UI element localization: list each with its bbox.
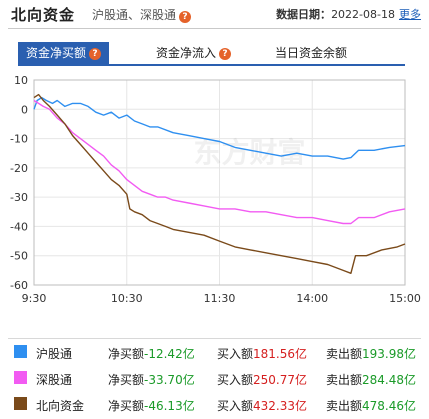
sell-value: 478.46亿 <box>362 399 417 413</box>
tab-net-inflow[interactable]: 资金净流入? <box>156 42 232 64</box>
buy-value: 250.77亿 <box>253 373 308 387</box>
panel-title: 北向资金 <box>11 6 76 24</box>
data-date: 数据日期：2022-08-18 更多 <box>276 6 421 22</box>
x-tick-label: 9:30 <box>22 292 47 305</box>
more-link[interactable]: 更多 <box>399 8 421 21</box>
sell-label: 卖出额 <box>326 347 363 361</box>
net-buy-value: -12.42亿 <box>144 347 195 361</box>
y-tick-label: -10 <box>10 133 28 146</box>
date-value: 2022-08-18 <box>331 8 395 21</box>
y-tick-label: -30 <box>10 191 28 204</box>
sell-value: 284.48亿 <box>362 373 417 387</box>
panel-header: 北向资金 沪股通、深股通? 数据日期：2022-08-18 更多 <box>0 0 429 28</box>
sell-amount: 卖出额193.98亿 <box>326 345 416 362</box>
net-buy-label: 净买额 <box>108 347 145 361</box>
help-icon[interactable]: ? <box>219 48 232 60</box>
y-tick-label: -50 <box>10 250 28 263</box>
y-tick-label: -40 <box>10 220 28 233</box>
net-buy: 净买额-33.70亿 <box>108 371 195 388</box>
tab-net-buy[interactable]: 资金净买额? <box>18 42 110 64</box>
series-line <box>33 96 406 160</box>
net-buy-value: -33.70亿 <box>144 373 195 387</box>
help-icon[interactable]: ? <box>89 48 102 60</box>
legend-name: 深股通 <box>36 373 73 387</box>
buy-amount: 买入额432.33亿 <box>217 397 307 414</box>
help-icon[interactable]: ? <box>179 11 192 23</box>
series-line <box>33 93 406 275</box>
sell-value: 193.98亿 <box>362 347 417 361</box>
sell-label: 卖出额 <box>326 373 363 387</box>
buy-value: 432.33亿 <box>253 399 308 413</box>
net-buy-label: 净买额 <box>108 399 145 413</box>
net-buy-value: -46.13亿 <box>144 399 195 413</box>
line-chart: 10 0 -10 -20 -30 -40 -50 -60 9:30 10:30 11:30 14:00… <box>0 70 429 315</box>
tab-net-inflow-label: 资金净流入 <box>156 46 217 60</box>
x-tick-label: 15:00 <box>389 292 421 305</box>
y-tick-label: -60 <box>10 279 28 292</box>
x-tick-label: 11:30 <box>204 292 236 305</box>
tab-daily-balance[interactable]: 当日资金余额 <box>275 42 347 64</box>
buy-label: 买入额 <box>217 399 254 413</box>
legend-swatch <box>14 371 27 384</box>
net-buy: 净买额-12.42亿 <box>108 345 195 362</box>
date-label: 数据日期： <box>276 8 332 21</box>
sell-amount: 卖出额478.46亿 <box>326 397 416 414</box>
panel-subtitle: 沪股通、深股通? <box>92 6 192 23</box>
net-buy: 净买额-46.13亿 <box>108 397 195 414</box>
watermark: 东方财富 <box>193 136 305 169</box>
legend-row-sz: 深股通 净买额-33.70亿 买入额250.77亿 卖出额284.48亿 <box>8 365 421 391</box>
buy-amount: 买入额181.56亿 <box>217 345 307 362</box>
x-tick-label: 14:00 <box>296 292 328 305</box>
legend-name: 沪股通 <box>36 347 73 361</box>
tab-net-buy-label: 资金净买额 <box>26 46 87 60</box>
y-tick-label: 10 <box>14 74 28 87</box>
y-tick-label: -20 <box>10 162 28 175</box>
net-buy-label: 净买额 <box>108 373 145 387</box>
y-tick-label: 0 <box>21 103 28 116</box>
legend-swatch <box>14 397 27 410</box>
chart-canvas: 10 0 -10 -20 -30 -40 -50 -609:30 10:30 11:30 14:00… <box>10 74 421 305</box>
header-divider <box>8 28 421 29</box>
legend-swatch <box>14 345 27 358</box>
legend-row-sh: 沪股通 净买额-12.42亿 买入额181.56亿 卖出额193.98亿 <box>8 339 421 365</box>
legend-name: 北向资金 <box>36 399 85 413</box>
plot-border <box>33 79 406 286</box>
sell-amount: 卖出额284.48亿 <box>326 371 416 388</box>
legend-table: 沪股通 净买额-12.42亿 买入额181.56亿 卖出额193.98亿 深股通… <box>8 338 421 417</box>
legend-row-north: 北向资金 净买额-46.13亿 买入额432.33亿 卖出额478.46亿 <box>8 391 421 417</box>
buy-value: 181.56亿 <box>253 347 308 361</box>
series-line <box>33 99 406 225</box>
tab-daily-balance-label: 当日资金余额 <box>275 46 348 60</box>
buy-label: 买入额 <box>217 373 254 387</box>
sell-label: 卖出额 <box>326 399 363 413</box>
x-tick-label: 10:30 <box>111 292 143 305</box>
buy-amount: 买入额250.77亿 <box>217 371 307 388</box>
buy-label: 买入额 <box>217 347 254 361</box>
subtitle-text: 沪股通、深股通 <box>92 8 177 22</box>
tab-underline <box>18 64 405 66</box>
